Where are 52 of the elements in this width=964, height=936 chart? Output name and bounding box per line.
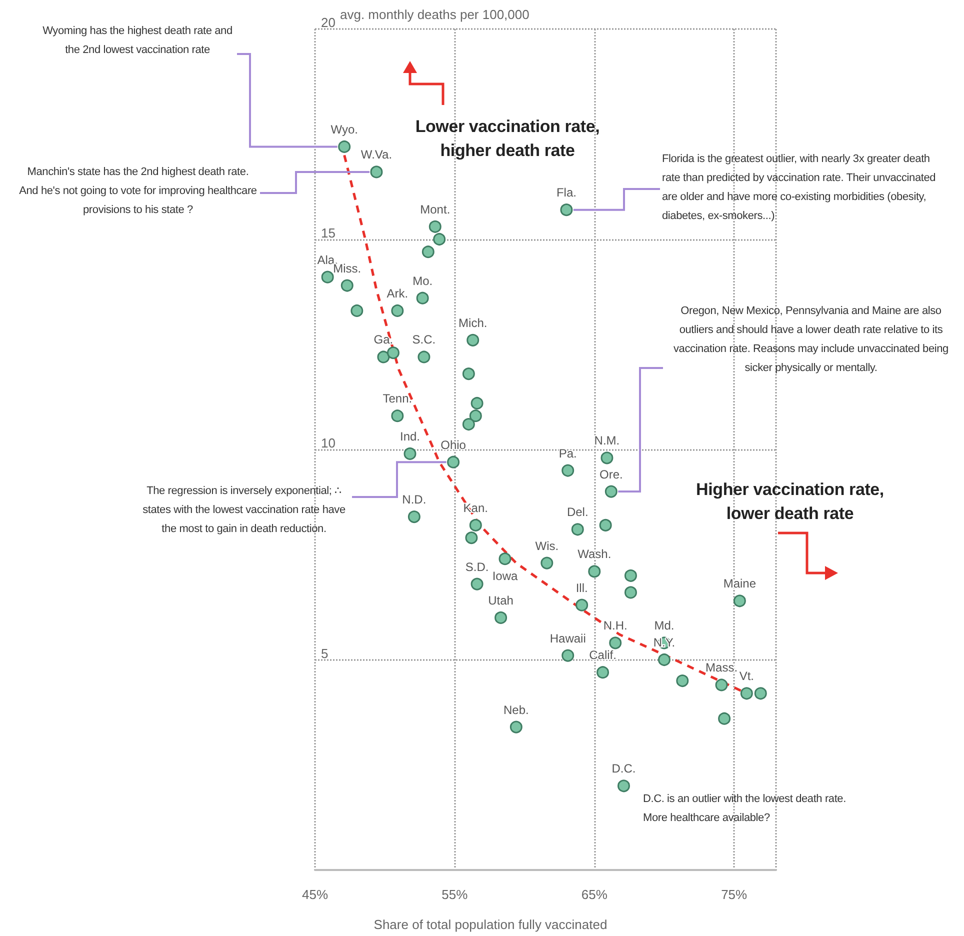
data-label: Calif. [589, 648, 616, 662]
data-label: Kan. [463, 500, 488, 515]
y-tick-label: 20 [321, 15, 336, 30]
data-label: Maine [723, 576, 756, 591]
annotation: Wyoming has the highest death rate and the 2nd lowest vaccination rate [42, 24, 234, 58]
data-label: Wyo. [330, 122, 358, 136]
data-label: S.D. [465, 560, 489, 574]
y-axis-title: avg. monthly deaths per 100,000 [340, 7, 530, 23]
data-label: Fla. [556, 186, 576, 200]
annotation: The regression is inversely exponential; ∴ states with the lowest vaccination rate have the most to gain in death reduction. [142, 484, 346, 537]
data-label: Ind. [400, 429, 420, 444]
data-label: Wash. [578, 547, 612, 562]
data-label: Hawaii [550, 631, 586, 646]
annotation: Florida is the greatest outlier, with nearly 3x greater death rate than predicted by vaccination rate. Their unvaccinated are older and have more co-existing morbidities (obesity, diabetes, ex-smokers...) [662, 152, 937, 224]
data-label: Utah [488, 593, 514, 608]
data-label: Tenn. [382, 392, 412, 406]
data-label: Mass. [706, 660, 738, 675]
x-tick-label: 45% [302, 887, 328, 902]
data-label: Mont. [420, 202, 450, 216]
data-label: N.H. [603, 618, 628, 633]
annotation: Manchin's state has the 2nd highest death rate. And he's not going to vote for improving healthcare provisions to his state ? [18, 165, 258, 218]
data-label: Vt. [739, 669, 754, 684]
data-label: Mich. [458, 316, 488, 330]
data-label: N.M. [594, 434, 620, 448]
annotation: Lower vaccination rate, higher death rate [415, 117, 600, 160]
data-label: Neb. [503, 702, 529, 717]
annotation: Oregon, New Mexico, Pennsylvania and Maine are also outliers and should have a lower death rate relative to its vaccination rate. Reasons may include unvaccinated being sicker physically or mentally. [672, 304, 950, 376]
data-label: Ore. [599, 467, 623, 482]
annotation: Higher vaccination rate, lower death rate [695, 479, 885, 525]
data-label: D.C. [612, 762, 636, 776]
data-label: Wis. [535, 538, 559, 553]
data-label: Ga. [374, 332, 394, 347]
data-label: S.C. [412, 332, 436, 347]
data-label: Ark. [386, 286, 408, 300]
x-axis-title: Share of total population fully vaccinated [374, 917, 608, 932]
annotation: D.C. is an outlier with the lowest death rate. More healthcare available? [643, 792, 847, 826]
data-label: Iowa [492, 569, 518, 584]
data-label: Ohio [440, 438, 466, 452]
y-tick-label: 15 [321, 225, 336, 240]
data-label: Ill. [576, 580, 588, 595]
x-tick-label: 65% [581, 887, 608, 902]
y-tick-label: 5 [321, 646, 328, 661]
data-label: N.D. [402, 492, 426, 507]
data-label: Del. [566, 505, 588, 520]
y-tick-label: 10 [321, 436, 336, 450]
data-label: Md. [654, 618, 674, 633]
data-label: Mo. [412, 274, 433, 288]
x-tick-label: 75% [721, 887, 748, 902]
data-label: N.Y. [653, 636, 676, 650]
data-label: Pa. [558, 446, 577, 460]
x-tick-label: 55% [442, 887, 468, 902]
data-label: W.Va. [360, 148, 392, 162]
